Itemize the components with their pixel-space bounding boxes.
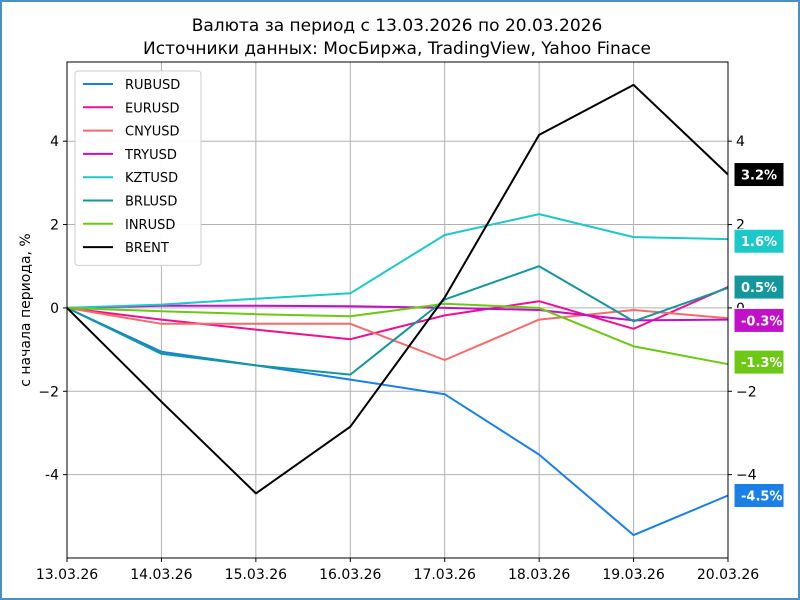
legend-label-rubusd: RUBUSD xyxy=(125,78,180,93)
end-badge-label-brent: 3.2% xyxy=(741,169,777,184)
end-badge-tryusd xyxy=(733,307,785,333)
x-tick-label: 20.03.26 xyxy=(697,567,759,583)
axes xyxy=(63,61,732,562)
y-tick-label-left: 4 xyxy=(50,134,59,150)
end-value-badges: 3.2% 1.6% 0.5% -0.3% -1.3% -4.5% xyxy=(733,162,785,508)
chart-title: Валюта за период с 13.03.2026 по 20.03.2… xyxy=(192,16,603,36)
y-tick-label-right: −4 xyxy=(736,468,757,484)
series-line-brlusd xyxy=(66,265,729,376)
series-line-rubusd xyxy=(66,306,729,537)
end-badge-brlusd xyxy=(733,274,785,300)
legend-label-cnyusd: CNYUSD xyxy=(125,125,180,140)
legend-label-brent: BRENT xyxy=(125,241,169,256)
series-line-eurusd xyxy=(66,286,729,341)
y-tick-label-right: 4 xyxy=(736,134,745,150)
x-tick-label: 18.03.26 xyxy=(508,567,570,583)
plot-area-border xyxy=(66,61,729,559)
x-tick-label: 13.03.26 xyxy=(36,567,98,583)
end-badge-kztusd xyxy=(733,228,785,254)
y-tick-label-left: 2 xyxy=(50,218,59,234)
series-line-brent xyxy=(66,83,729,495)
legend-box xyxy=(74,70,202,266)
legend-label-brlusd: BRLUSD xyxy=(125,195,177,210)
x-tick-label: 15.03.26 xyxy=(225,567,287,583)
legend-label-tryusd: TRYUSD xyxy=(124,148,177,163)
end-badge-inrusd xyxy=(733,349,785,375)
legend: RUBUSD EURUSD CNYUSD TRYUSD KZTUSD BRLUSD INRU… xyxy=(74,70,202,266)
x-tick-label: 19.03.26 xyxy=(602,567,664,583)
x-tick-label: 14.03.26 xyxy=(130,567,192,583)
legend-label-inrusd: INRUSD xyxy=(125,218,175,233)
y-tick-label-right: 2 xyxy=(736,218,745,234)
end-badge-label-tryusd: -0.3% xyxy=(741,314,782,329)
series-lines xyxy=(66,83,729,537)
end-badge-rubusd xyxy=(733,482,785,508)
series-line-kztusd xyxy=(66,213,729,309)
series-line-inrusd xyxy=(66,302,729,366)
y-tick-label-left: 0 xyxy=(50,301,59,317)
y-tick-label-right: −2 xyxy=(736,384,757,400)
y-tick-label-left: −2 xyxy=(38,384,59,400)
x-tick-label: 17.03.26 xyxy=(414,567,476,583)
y-tick-label-left: -4 xyxy=(45,468,59,484)
chart-subtitle: Источники данных: МосБиржа, TradingView,… xyxy=(143,39,651,59)
x-tick-label: 16.03.26 xyxy=(319,567,381,583)
tick-labels: 13.03.26 14.03.26 15.03.26 16.03.26 17.03.26… xyxy=(36,134,759,583)
y-axis-label: с начала периода, % xyxy=(18,233,34,387)
legend-label-kztusd: KZTUSD xyxy=(125,171,178,186)
end-badge-label-inrusd: -1.3% xyxy=(741,356,782,371)
end-badge-label-brlusd: 0.5% xyxy=(741,281,777,296)
series-line-tryusd xyxy=(66,304,729,322)
legend-label-eurusd: EURUSD xyxy=(125,101,180,116)
end-badge-label-kztusd: 1.6% xyxy=(741,235,777,250)
end-badge-label-rubusd: -4.5% xyxy=(741,489,782,504)
end-badge-brent xyxy=(733,162,785,188)
